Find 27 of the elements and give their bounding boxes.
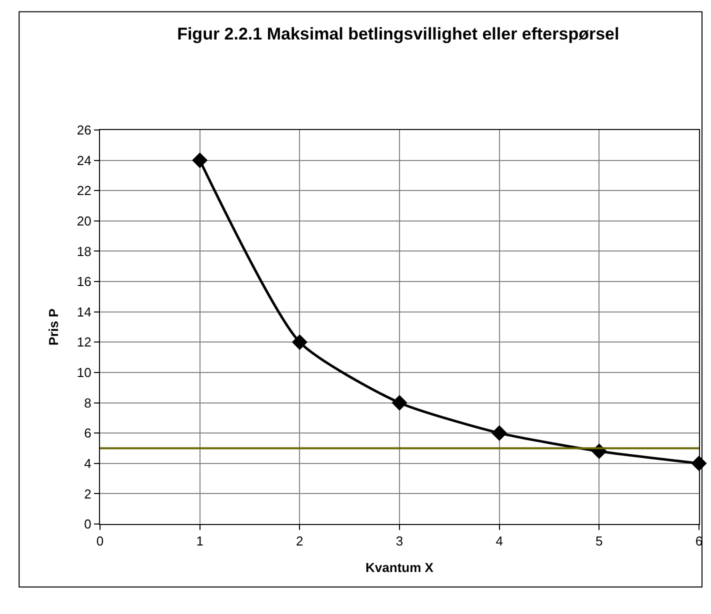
y-axis-title: Pris P: [46, 308, 61, 346]
x-tick-label: 5: [596, 534, 603, 549]
x-tick-label: 4: [496, 534, 503, 549]
point: [292, 334, 308, 350]
y-tick-label: 14: [76, 304, 92, 320]
y-tick-label: 6: [84, 426, 92, 441]
y-tick-label: 18: [76, 244, 92, 259]
y-tick-label: 22: [76, 183, 92, 198]
y-tick-label: 4: [84, 456, 92, 471]
point: [192, 152, 208, 168]
y-tick-label: 8: [84, 395, 92, 410]
y-tick-label: 0: [84, 516, 92, 532]
y-tick-label: 2: [84, 486, 92, 502]
y-tick-label: 12: [76, 334, 92, 350]
y-tick-label: 20: [76, 213, 92, 228]
point: [392, 394, 408, 411]
x-tick-label: 1: [196, 534, 204, 549]
chart-title: Figur 2.2.1 Maksimal betlingsvillighet eller efterspørsel: [177, 24, 620, 44]
x-tick-label: 0: [96, 534, 104, 549]
x-axis-title: Kvantum X: [366, 560, 434, 576]
x-tick-label: 2: [296, 534, 304, 549]
y-tick-label: 10: [76, 365, 92, 380]
x-tick-label: 3: [396, 534, 404, 549]
y-tick-label: 26: [76, 122, 92, 138]
y-tick-label: 24: [76, 152, 92, 168]
point: [492, 425, 508, 441]
y-tick-label: 16: [76, 274, 92, 290]
